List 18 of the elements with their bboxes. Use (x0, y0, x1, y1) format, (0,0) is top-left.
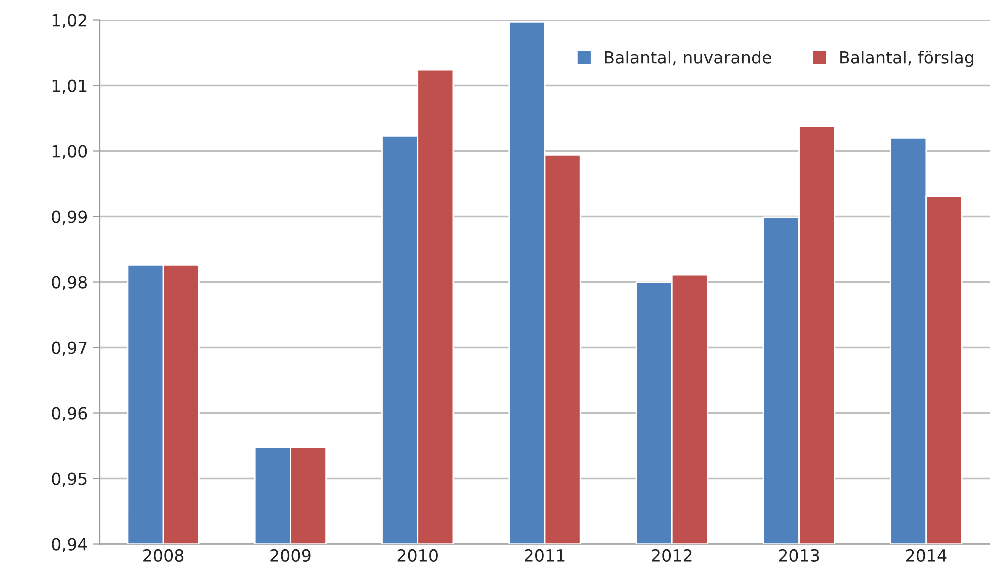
x-tick-label: 2011 (525, 549, 565, 562)
y-tick-label: 0,95 (52, 472, 87, 488)
legend-label: Balantal, nuvarande (605, 50, 772, 66)
y-tick-label: 1,02 (52, 14, 87, 29)
x-tick-label: 2014 (906, 549, 947, 562)
x-tick-label: 2009 (270, 549, 311, 562)
y-tick-label: 0,94 (52, 538, 88, 553)
x-tick-label: 2010 (398, 549, 438, 562)
y-tick-label: 0,96 (52, 407, 88, 422)
x-tick-label: 2008 (144, 549, 184, 562)
x-tick-label: 2012 (652, 549, 692, 562)
y-tick-label: 1,00 (52, 145, 88, 160)
x-tick-label: 2013 (779, 549, 820, 562)
y-tick-label: 0,97 (52, 342, 87, 356)
y-tick-label: 0,99 (52, 210, 88, 226)
legend-label: Balantal, förslag (840, 50, 974, 68)
y-tick-label: 0,98 (52, 276, 88, 291)
y-tick-label: 1,01 (52, 80, 87, 94)
